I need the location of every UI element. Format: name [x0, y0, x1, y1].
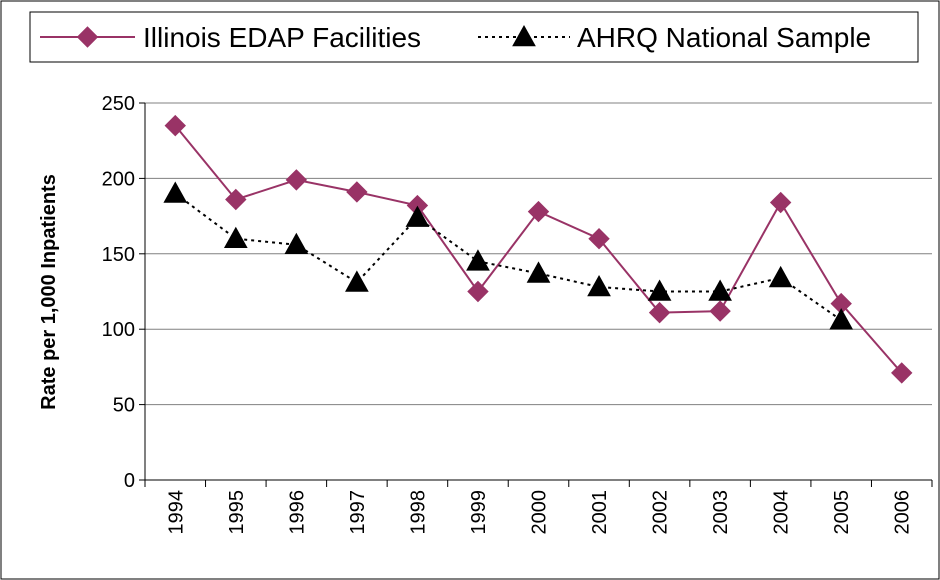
legend-box [29, 11, 919, 63]
x-tick-label: 1994 [165, 490, 187, 535]
x-tick-label: 2003 [710, 490, 732, 535]
x-tick-label: 1999 [468, 490, 490, 535]
legend-marker [512, 24, 536, 47]
data-point [285, 169, 308, 191]
data-point [346, 181, 368, 203]
data-point [891, 362, 913, 384]
data-point [164, 114, 186, 137]
data-point [587, 274, 611, 297]
x-tick-label: 1995 [226, 490, 248, 535]
y-tick-label: 150 [102, 244, 135, 266]
data-point [405, 205, 430, 227]
y-tick-label: 200 [102, 168, 135, 190]
x-tick-label: 1997 [347, 490, 369, 535]
x-tick-label: 2002 [650, 490, 672, 535]
legend-marker [76, 26, 99, 48]
y-tick-label: 50 [113, 395, 135, 417]
y-tick-label: 100 [102, 319, 135, 341]
data-point [769, 191, 792, 214]
x-tick-label: 1996 [286, 490, 308, 535]
data-point [225, 188, 247, 211]
x-tick-label: 2006 [892, 490, 914, 535]
y-tick-label: 250 [102, 93, 135, 115]
x-tick-label: 2001 [589, 490, 611, 535]
x-tick-label: 1998 [407, 490, 429, 535]
x-tick-label: 2005 [831, 490, 853, 535]
data-point [466, 249, 490, 271]
data-point [768, 265, 793, 288]
data-point [163, 181, 188, 203]
legend-label: AHRQ National Sample [577, 22, 871, 53]
data-point [284, 232, 309, 255]
data-point [708, 279, 732, 301]
y-tick-label: 0 [124, 470, 135, 492]
data-point [829, 308, 854, 330]
data-point [647, 279, 672, 301]
data-point [709, 300, 731, 322]
data-point [648, 301, 671, 324]
data-point [345, 270, 369, 292]
data-point [467, 280, 489, 303]
data-point [527, 200, 550, 223]
data-point [223, 226, 248, 249]
data-point [588, 228, 610, 250]
y-axis-label: Rate per 1,000 Inpatients [38, 174, 60, 410]
legend-label: Illinois EDAP Facilities [143, 22, 421, 53]
data-point [526, 261, 551, 283]
x-tick-label: 2000 [529, 490, 551, 535]
x-tick-label: 2004 [771, 490, 793, 535]
series-line [174, 192, 842, 321]
